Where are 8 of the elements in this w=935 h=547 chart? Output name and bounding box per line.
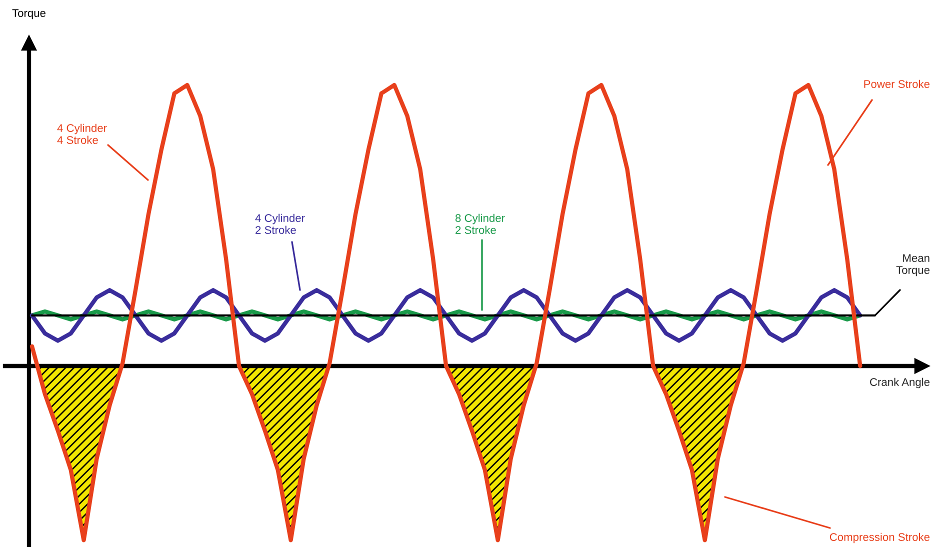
annotation: Power Stroke (864, 80, 930, 88)
text: 8 Cylinder 2 Stroke (455, 214, 505, 234)
x-axis-title: Crank Angle (870, 378, 930, 388)
text: 4 Cylinder 2 Stroke (255, 214, 305, 234)
annotation: Compression Stroke (830, 532, 930, 544)
text: 4 Cylinder 4 Stroke (57, 124, 107, 144)
text: Torque (12, 9, 46, 20)
ref-line-label: Mean Torque (896, 254, 930, 276)
